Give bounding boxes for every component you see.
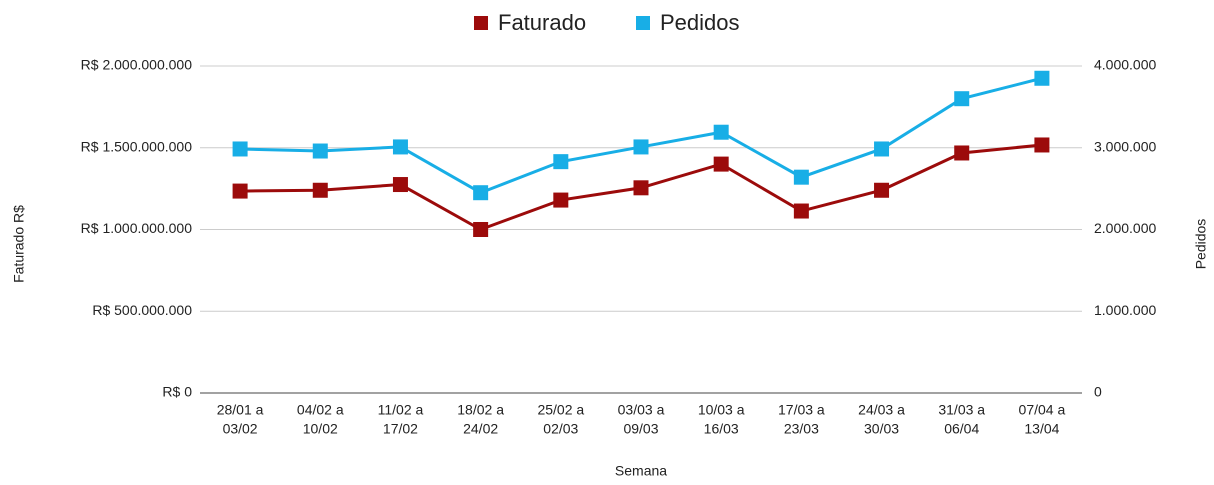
x-tick-label: 25/02 a [537, 402, 584, 418]
legend-label: Pedidos [660, 10, 740, 35]
marker [553, 154, 569, 170]
series-line [240, 76, 1043, 195]
x-tick-label: 10/03 a [698, 402, 745, 418]
x-tick-label: 30/03 [864, 421, 899, 437]
x-tick-label: 28/01 a [217, 402, 264, 418]
marker [633, 139, 649, 155]
x-tick-label: 13/04 [1024, 421, 1059, 437]
marker [713, 156, 729, 172]
legend-swatch [636, 16, 650, 30]
marker [312, 143, 328, 159]
marker [392, 139, 408, 155]
x-tick-label: 07/04 a [1019, 402, 1066, 418]
marker [553, 192, 569, 208]
x-tick-label: 17/03 a [778, 402, 825, 418]
legend-swatch [474, 16, 488, 30]
x-tick-label: 09/03 [623, 421, 658, 437]
y-tick-label: R$ 2.000.000.000 [81, 57, 193, 73]
marker [232, 141, 248, 157]
y2-tick-label: 4.000.000 [1094, 57, 1156, 73]
x-tick-label: 02/03 [543, 421, 578, 437]
x-tick-label: 17/02 [383, 421, 418, 437]
x-tick-label: 11/02 a [378, 402, 424, 418]
y2-tick-label: 3.000.000 [1094, 138, 1156, 154]
marker [232, 183, 248, 199]
x-tick-label: 04/02 a [297, 402, 344, 418]
x-tick-label: 24/03 a [858, 402, 905, 418]
y-tick-label: R$ 1.500.000.000 [81, 138, 193, 154]
x-tick-label: 16/03 [704, 421, 739, 437]
y2-tick-label: 0 [1094, 384, 1102, 400]
marker [473, 185, 489, 201]
marker [954, 91, 970, 107]
marker [874, 141, 890, 157]
y2-tick-label: 1.000.000 [1094, 302, 1156, 318]
marker [1034, 137, 1050, 153]
x-tick-label: 23/03 [784, 421, 819, 437]
x-tick-label: 10/02 [303, 421, 338, 437]
x-tick-label: 06/04 [944, 421, 979, 437]
marker [1034, 70, 1050, 86]
x-tick-label: 18/02 a [457, 402, 504, 418]
y-tick-label: R$ 500.000.000 [92, 302, 192, 318]
marker [793, 203, 809, 219]
y-tick-label: R$ 0 [162, 384, 192, 400]
marker [874, 182, 890, 198]
x-tick-label: 31/03 a [938, 402, 985, 418]
marker [793, 169, 809, 185]
marker [713, 124, 729, 140]
x-tick-label: 03/02 [223, 421, 258, 437]
marker [473, 222, 489, 237]
y-axis-title: Faturado R$ [11, 205, 27, 283]
y-tick-label: R$ 1.000.000.000 [81, 220, 193, 236]
marker [312, 182, 328, 198]
x-tick-label: 03/03 a [618, 402, 665, 418]
x-axis-title: Semana [615, 463, 667, 479]
legend-label: Faturado [498, 10, 586, 35]
marker [392, 177, 408, 193]
marker [633, 180, 649, 196]
y2-tick-label: 2.000.000 [1094, 220, 1156, 236]
y2-axis-title: Pedidos [1193, 219, 1209, 270]
marker [954, 145, 970, 161]
x-tick-label: 24/02 [463, 421, 498, 437]
